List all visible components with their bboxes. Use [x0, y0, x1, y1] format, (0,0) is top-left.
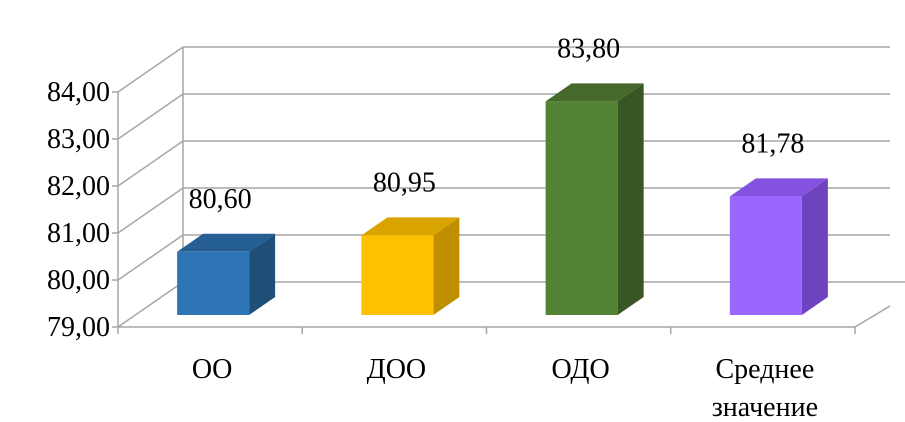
- bar-top-face: [545, 83, 644, 102]
- gridline-side-4: [117, 93, 184, 140]
- bar-top-face: [361, 217, 460, 236]
- bar-top-face: [177, 233, 276, 252]
- axis-layer: 79,00 80,00 81,00 82,00 83,00 84,00: [47, 77, 891, 343]
- floor-right-edge: [854, 305, 891, 328]
- data-label: 80,95: [373, 167, 436, 198]
- y-tick-label: 80,00: [47, 265, 110, 296]
- y-tick-label: 82,00: [47, 171, 110, 202]
- bar: [361, 217, 460, 315]
- bar-front-face: [545, 101, 618, 316]
- bar-front-face: [177, 251, 250, 315]
- gridline-side-0: [117, 281, 184, 328]
- y-tick-label: 79,00: [47, 312, 110, 343]
- category-label: ОО: [192, 354, 232, 385]
- bar: [729, 178, 828, 315]
- y-tick-label: 81,00: [47, 218, 110, 249]
- bar-front-face: [729, 196, 802, 315]
- bar-top-face: [729, 178, 828, 197]
- grid-layer: [117, 46, 905, 328]
- bar-side-face: [617, 83, 644, 316]
- data-label: 80,60: [189, 184, 252, 215]
- data-label: 81,78: [741, 128, 804, 159]
- gridline-side-5: [117, 46, 184, 93]
- bar-side-face: [801, 178, 828, 315]
- gridline-side-2: [117, 187, 184, 234]
- category-label: Среднее: [715, 354, 814, 385]
- category-label: ОДО: [552, 354, 610, 385]
- bar-side-face: [249, 233, 276, 315]
- category-label: значение: [712, 392, 818, 422]
- category-label: ДОО: [367, 354, 427, 385]
- y-tick-label: 83,00: [47, 124, 110, 155]
- y-tick-label: 84,00: [47, 77, 110, 108]
- labels-layer: 80,60 ОО 80,95 ДОО 83,80 ОДО 81,78 Среднее значе…: [189, 33, 818, 422]
- bars-layer: [177, 83, 828, 316]
- bar: [177, 233, 276, 315]
- bar-front-face: [361, 235, 434, 315]
- bar-side-face: [433, 217, 460, 315]
- gridline-side-3: [117, 140, 184, 187]
- bar: [545, 83, 644, 316]
- gridline-side-1: [117, 234, 184, 281]
- data-label: 83,80: [557, 33, 620, 64]
